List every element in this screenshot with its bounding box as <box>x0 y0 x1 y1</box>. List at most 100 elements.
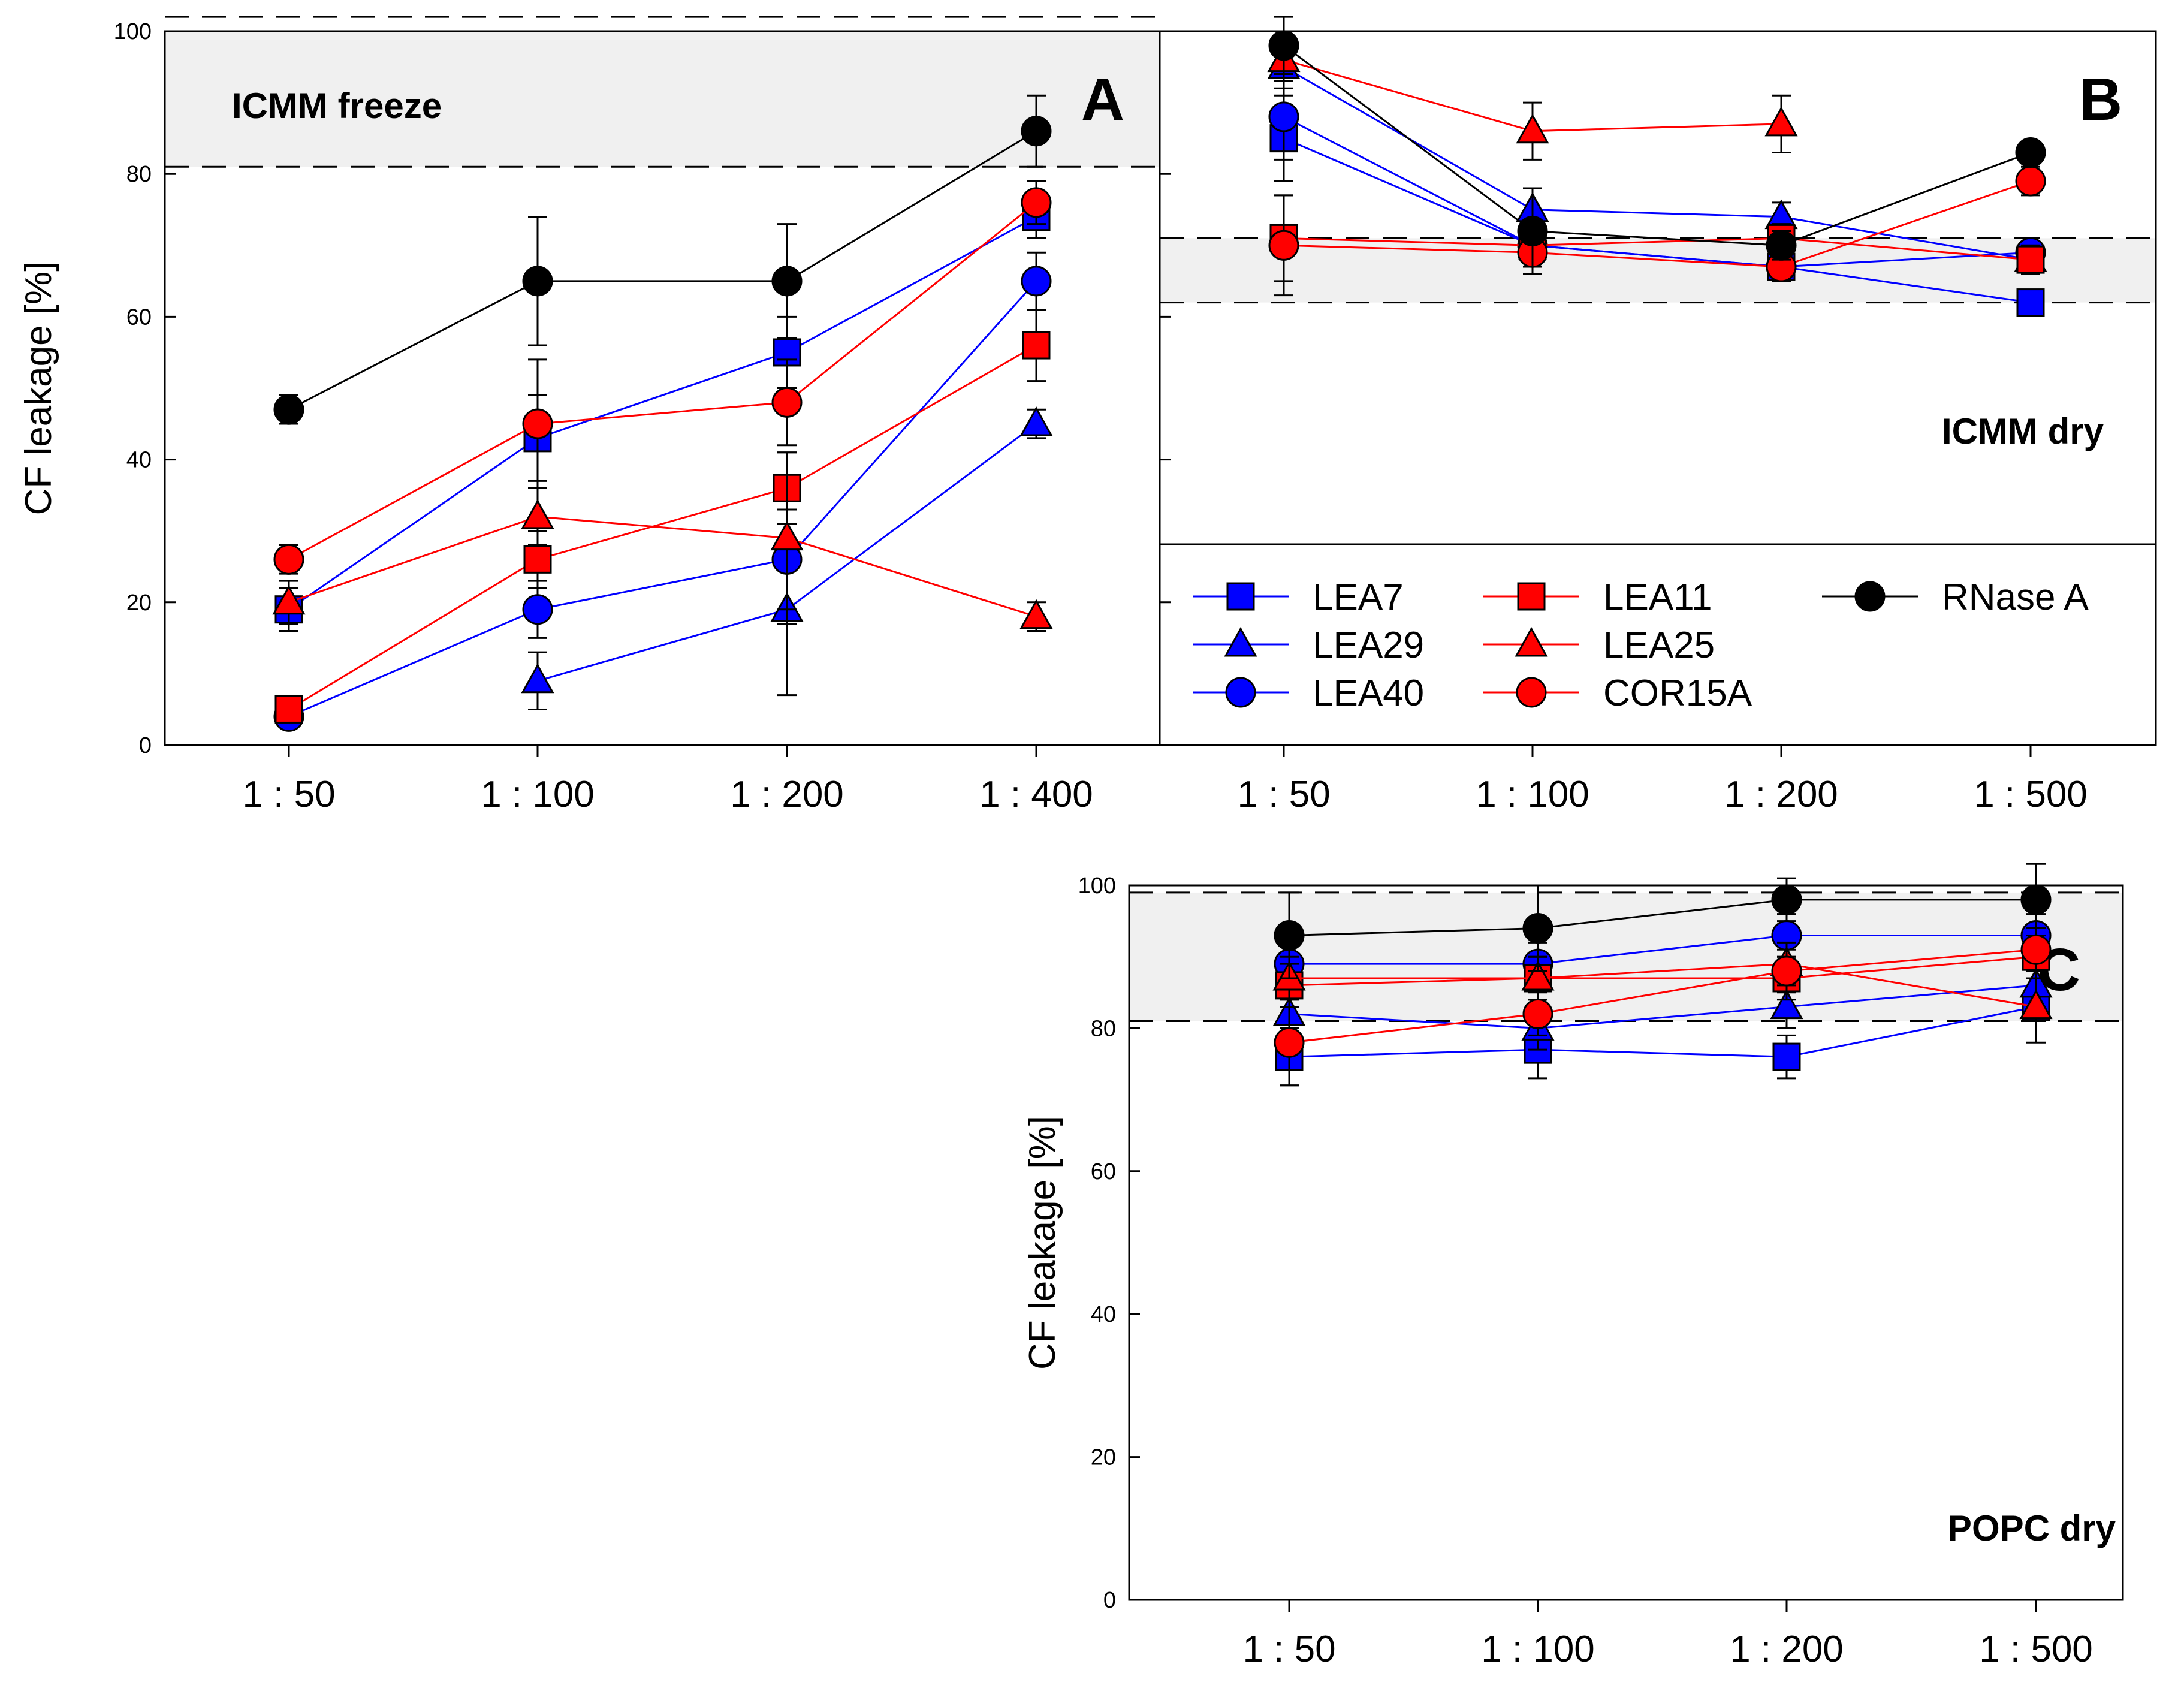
data-point-lea40 <box>1021 266 1052 297</box>
legend-item-lea25: LEA25 <box>1483 625 1715 666</box>
x-tick-label: 1 : 50 <box>242 774 335 815</box>
legend-label: LEA40 <box>1313 673 1424 714</box>
data-point-lea25 <box>1764 106 1798 137</box>
data-point-lea25 <box>1019 599 1053 629</box>
legend-item-lea11: LEA11 <box>1483 577 1712 618</box>
condition-label: POPC dry <box>1948 1508 2116 1548</box>
x-tick-label: 1 : 50 <box>1237 774 1330 815</box>
data-point-rnase-a <box>522 266 553 297</box>
x-tick-label: 1 : 100 <box>1476 774 1589 815</box>
series-rnase-a <box>273 94 1052 425</box>
data-point-lea11 <box>2016 245 2045 274</box>
series-line-cor15a <box>1283 180 2031 268</box>
y-tick-label: 80 <box>126 162 152 187</box>
series-lea11 <box>274 308 1051 724</box>
reference-band <box>1160 238 2156 303</box>
data-point-rnase-a <box>771 266 803 297</box>
y-tick-label: 100 <box>114 19 152 44</box>
series-line-lea29 <box>1283 66 2031 261</box>
data-point-rnase-a <box>1522 913 1553 944</box>
plot-frame <box>1128 884 2124 1601</box>
data-point-lea7 <box>2016 288 2045 317</box>
y-axis-title: CF leakage [%] <box>18 261 59 516</box>
data-point-lea11 <box>1022 331 1051 360</box>
series-line-lea11 <box>288 344 1037 710</box>
condition-label: ICMM dry <box>1942 411 2104 451</box>
data-point-cor15a <box>1021 187 1052 218</box>
y-tick-label: 20 <box>126 590 152 616</box>
data-point-cor15a <box>1771 955 1802 987</box>
x-tick-label: 1 : 400 <box>979 774 1093 815</box>
data-point-rnase-a <box>1274 920 1305 951</box>
y-tick-label: 40 <box>1091 1302 1116 1327</box>
legend-item-lea40: LEA40 <box>1193 673 1424 714</box>
legend-marker-lea40 <box>1225 677 1256 708</box>
data-point-rnase-a <box>1021 116 1052 147</box>
y-tick-label: 60 <box>126 305 152 330</box>
series-line-rnase-a <box>1289 899 2036 936</box>
data-point-cor15a <box>522 408 553 439</box>
legend-label: LEA11 <box>1603 577 1712 618</box>
data-point-cor15a <box>2020 934 2052 965</box>
x-tick-label: 1 : 500 <box>1974 774 2088 815</box>
data-point-rnase-a <box>2015 137 2046 168</box>
legend-marker-lea11 <box>1517 582 1546 611</box>
series-line-lea7 <box>288 216 1037 610</box>
series-rnase-a <box>1274 863 2052 979</box>
legend-marker-rnase-a <box>1854 581 1886 612</box>
legend-item-lea29: LEA29 <box>1193 625 1424 666</box>
series-line-rnase-a <box>1283 44 2031 246</box>
series-line-lea11 <box>1289 955 2037 987</box>
data-point-lea40 <box>1268 101 1299 132</box>
series-line-lea25 <box>1289 963 2037 1008</box>
legend-marker-lea29 <box>1224 626 1257 657</box>
x-tick-label: 1 : 200 <box>730 774 844 815</box>
data-point-lea25 <box>1516 113 1549 144</box>
data-point-rnase-a <box>273 394 304 425</box>
plot-frame <box>1159 30 2157 746</box>
data-point-rnase-a <box>1268 30 1299 61</box>
reference-band <box>165 31 1160 167</box>
data-point-lea11 <box>274 695 303 724</box>
series-lea25 <box>1267 37 1798 161</box>
panel-b: 1 : 50 1 : 100 1 : 200 1 : 500 B ICMM dry <box>1159 16 2157 815</box>
series-cor15a <box>1268 165 2046 297</box>
legend: LEA7 LEA29 LEA40 LEA11 LEA25 COR15A RNase A <box>1160 543 2156 714</box>
series-lea40 <box>273 251 1052 732</box>
panel-a: 0 20 40 60 80 100 1 : 50 1 : 100 1 : 200 1 : 400 C… <box>18 16 1161 815</box>
series-line-lea40 <box>288 280 1037 718</box>
legend-label: LEA29 <box>1313 625 1424 666</box>
series-cor15a <box>1274 927 2052 1087</box>
series-line-rnase-a <box>288 130 1037 411</box>
y-tick-label: 0 <box>139 733 152 758</box>
series-line-lea29 <box>1289 984 2037 1029</box>
series-line-lea40 <box>1283 116 2031 268</box>
series-lea29 <box>1272 963 2053 1051</box>
series-line-lea11 <box>1283 237 2031 261</box>
panel-c: 0 20 40 60 80 100 1 : 50 1 : 100 1 : 200 1 : 500 C… <box>1022 863 2124 1670</box>
legend-label: LEA7 <box>1313 577 1404 618</box>
data-point-lea11 <box>523 545 552 574</box>
data-point-rnase-a <box>2020 884 2052 915</box>
data-point-rnase-a <box>1771 884 1802 915</box>
data-point-lea40 <box>522 594 553 625</box>
data-point-cor15a <box>1268 230 1299 261</box>
y-axis-title: CF leakage [%] <box>1022 1116 1063 1370</box>
data-point-rnase-a <box>1517 215 1548 246</box>
legend-label: LEA25 <box>1603 625 1715 666</box>
data-point-lea25 <box>1521 960 1555 991</box>
x-tick-label: 1 : 100 <box>481 774 595 815</box>
x-tick-label: 1 : 500 <box>1979 1629 2093 1670</box>
legend-label: RNase A <box>1942 577 2089 618</box>
data-point-lea29 <box>1770 989 1803 1020</box>
x-tick-label: 1 : 50 <box>1242 1629 1335 1670</box>
series-line-lea7 <box>1289 1006 2037 1058</box>
series-line-cor15a <box>1289 948 2037 1044</box>
data-point-lea25 <box>2019 989 2053 1020</box>
y-tick-label: 0 <box>1103 1588 1116 1613</box>
data-point-lea29 <box>521 663 554 694</box>
y-tick-label: 100 <box>1078 873 1116 899</box>
panel-label: B <box>2079 66 2122 133</box>
series-cor15a <box>273 180 1052 575</box>
y-tick-label: 80 <box>1091 1016 1116 1041</box>
